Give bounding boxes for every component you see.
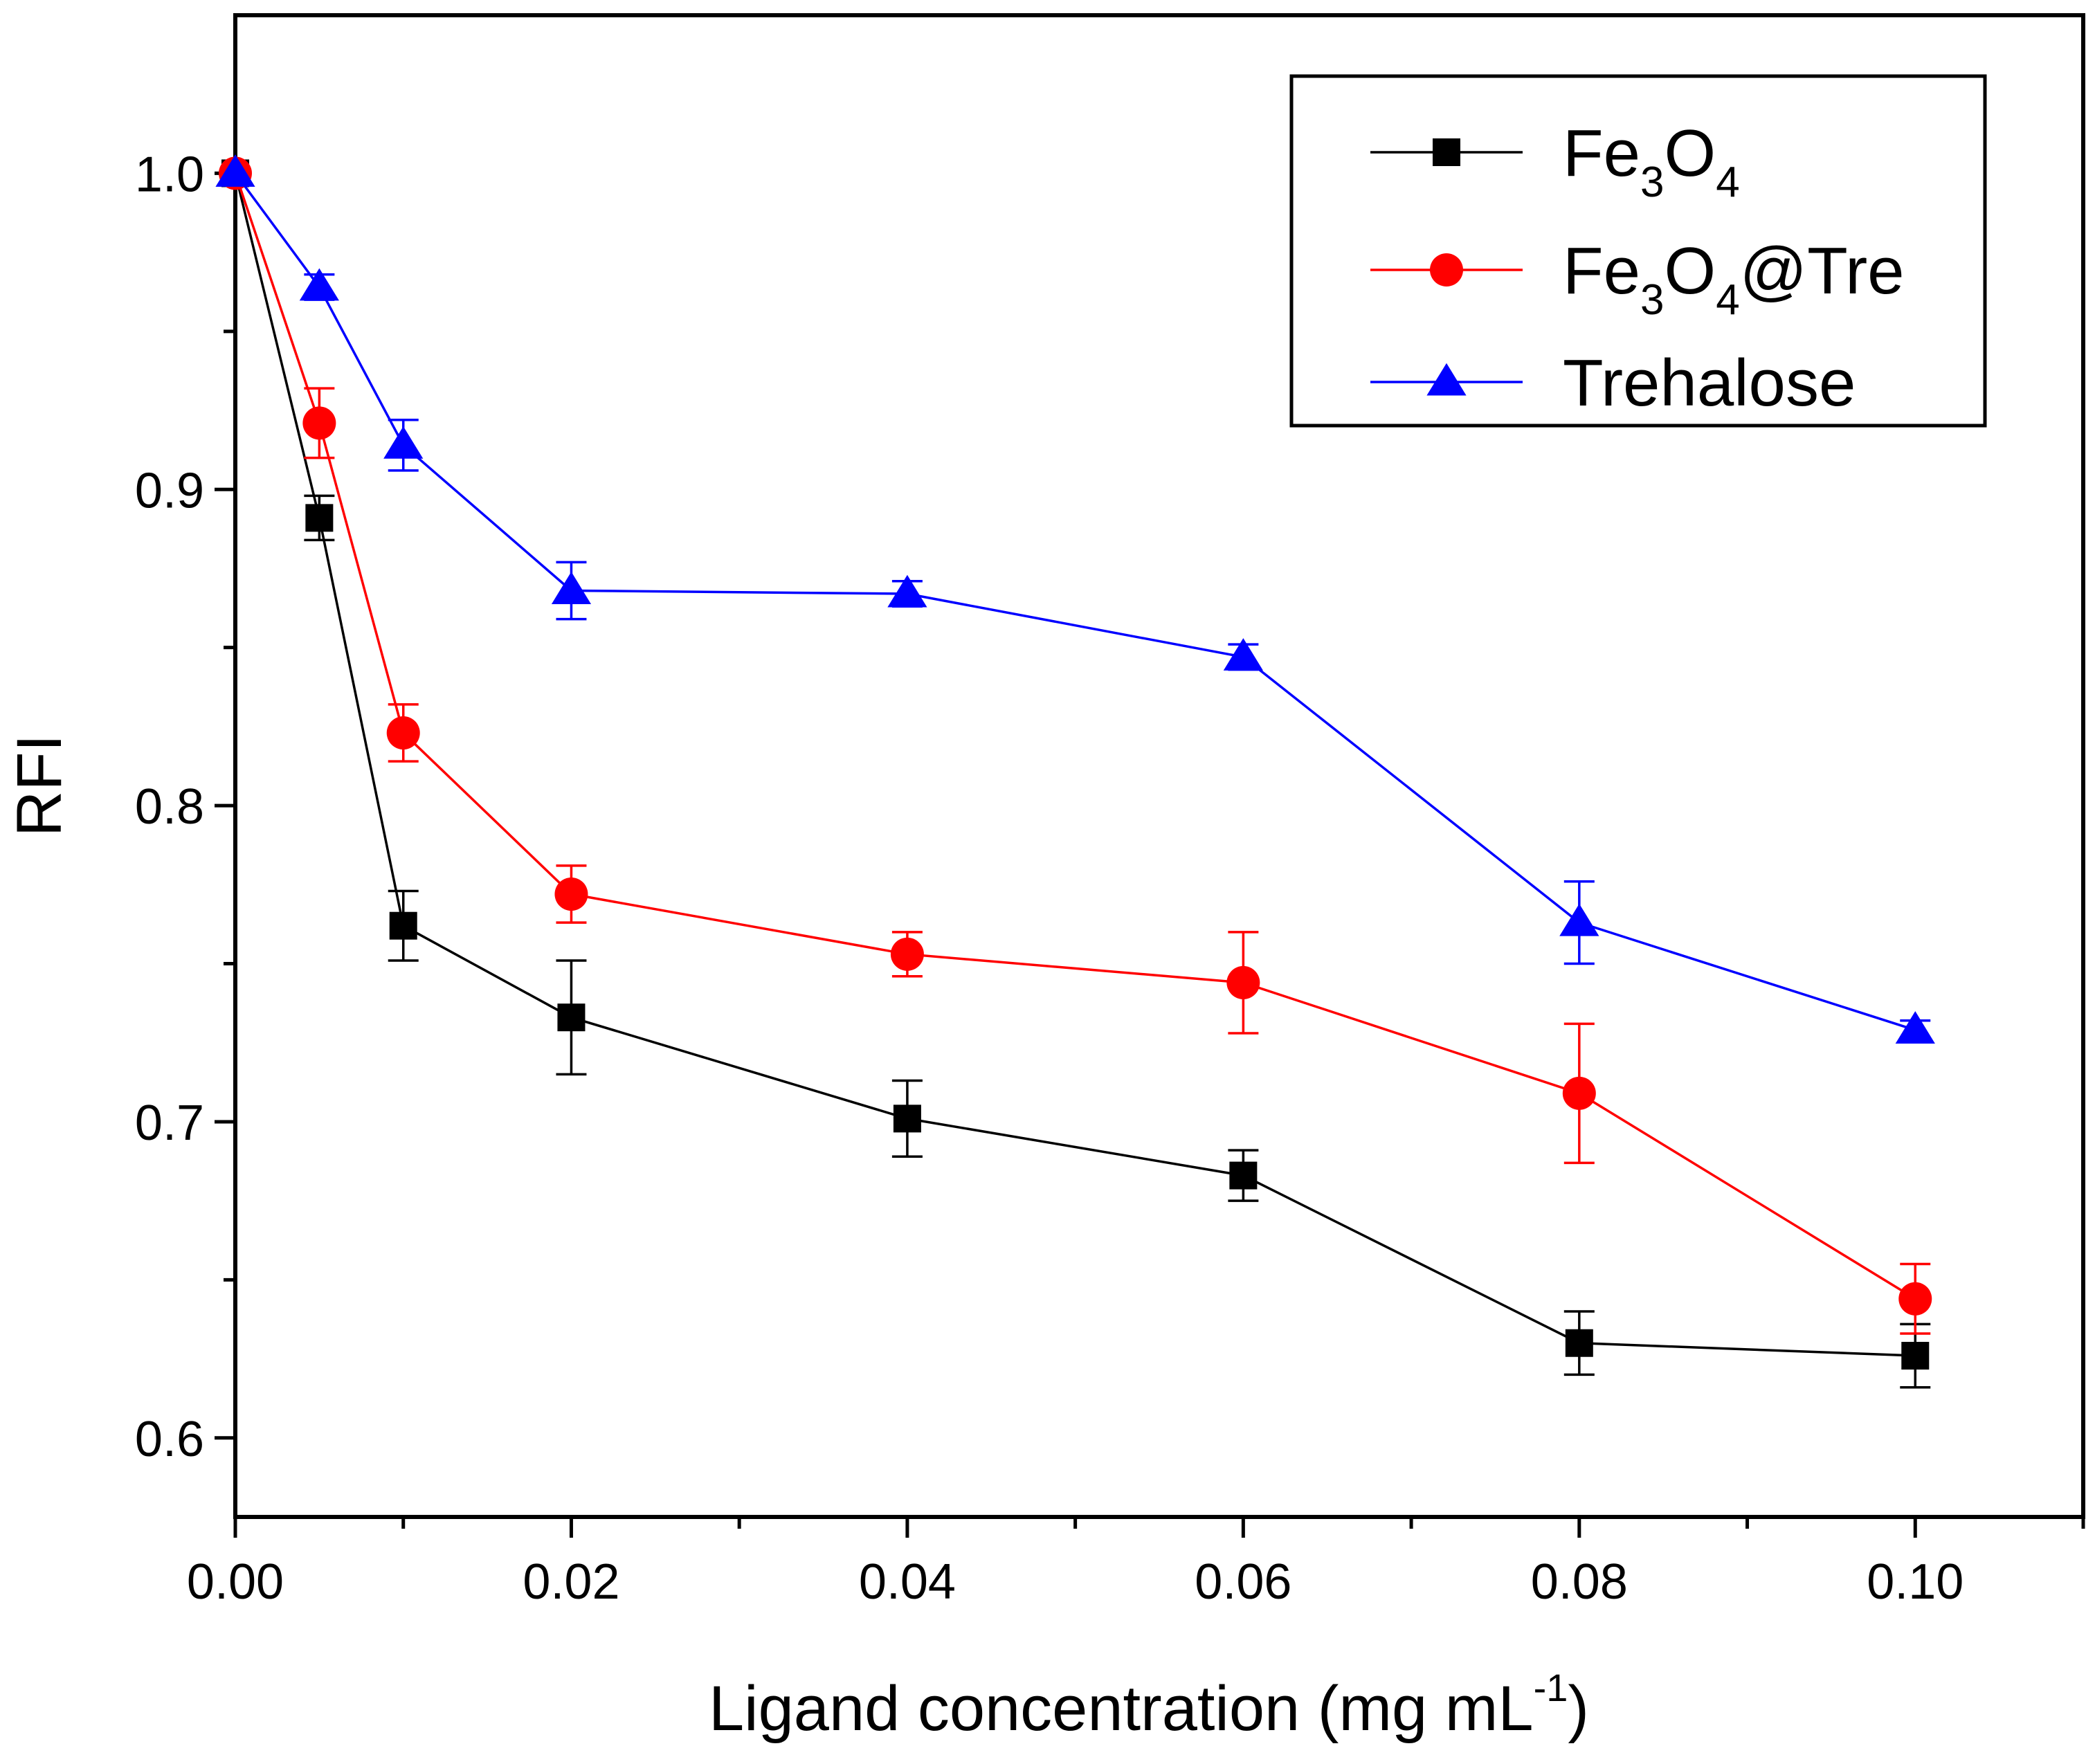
x-axis-label-close: ) [1568,1673,1589,1744]
x-tick-label: 0.02 [523,1554,619,1610]
legend-label: Trehalose [1563,346,1856,420]
data-point [386,716,420,750]
data-point [1229,1161,1258,1190]
y-tick-label: 0.6 [135,1412,204,1467]
data-point [1226,965,1260,999]
series-line [234,173,1916,1357]
y-tick-label: 0.9 [135,463,204,518]
data-point [1559,903,1599,936]
data-point [1562,1076,1596,1110]
series-square [221,159,1931,1389]
x-tick-label: 0.00 [187,1554,284,1610]
data-point [890,937,924,971]
data-point [305,504,334,532]
legend-entry: Trehalose [1370,346,1856,420]
legend: Fe3O4 Fe3O4@Tre Trehalose [1289,74,1987,428]
x-axis-label: Ligand concentration (mg mL-1) [709,1666,1589,1744]
axes-layer: 0.00 0.02 0.04 0.06 0.08 0.10 0.6 0.7 0.8 0.9 1.0 [135,13,2085,1610]
data-point [302,406,336,440]
data-point [1898,1282,1932,1316]
y-tick-label: 0.7 [135,1095,204,1151]
x-axis-label-main: Ligand concentration (mg mL [709,1673,1534,1744]
y-tick-label: 1.0 [135,147,204,202]
series-line [234,172,1916,1300]
x-tick-label: 0.06 [1195,1554,1291,1610]
data-point [893,1104,921,1133]
data-point [551,572,592,604]
legend-label: Fe3O4@Tre [1563,234,1905,324]
x-tick-label: 0.08 [1531,1554,1628,1610]
legend-box [1289,74,1987,428]
data-point [1895,1011,1935,1044]
legend-entry: Fe3O4 [1370,116,1740,206]
data-point [554,878,588,911]
legend-marker [1430,253,1463,287]
series-circle [219,156,1932,1335]
plot-frame [233,13,2085,1519]
data-point [1565,1329,1593,1357]
series-layer [215,154,1935,1389]
data-point [557,1003,586,1032]
legend-marker [1433,138,1460,166]
x-tick-label: 0.10 [1867,1554,1964,1610]
y-tick-label: 0.8 [135,779,204,835]
data-point [383,426,424,459]
x-axis-label-exponent: -1 [1534,1666,1568,1709]
legend-marker [1426,363,1467,396]
legend-label: Fe3O4 [1563,116,1740,206]
data-point [1223,638,1263,671]
data-point [389,911,417,940]
legend-entry: Fe3O4@Tre [1370,234,1905,324]
series-line [234,172,1916,1032]
series-triangle [215,154,1935,1044]
y-axis-label: RFI [4,734,75,837]
x-tick-label: 0.04 [859,1554,956,1610]
data-point [1901,1342,1930,1370]
data-point [299,268,339,301]
data-point [215,154,255,187]
data-point [887,574,927,608]
